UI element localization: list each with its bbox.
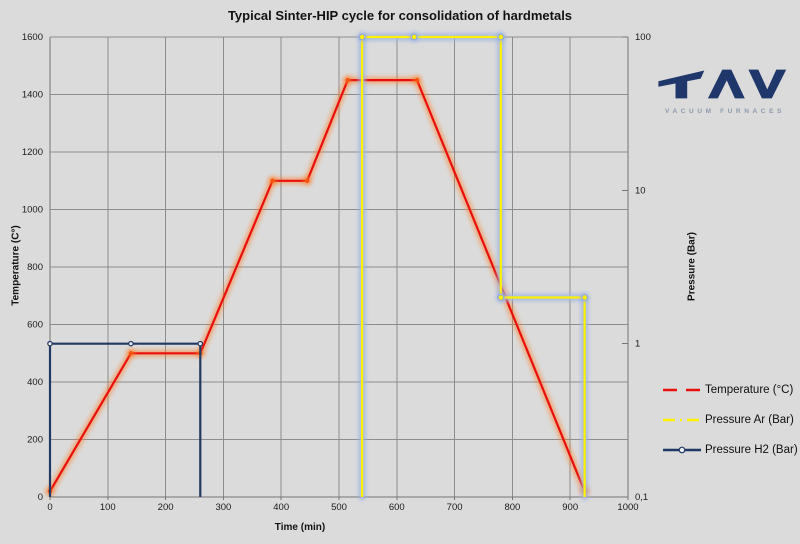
y-axis-temperature-title: Temperature (C°) bbox=[10, 225, 22, 306]
svg-text:400: 400 bbox=[27, 377, 43, 388]
svg-text:600: 600 bbox=[27, 320, 43, 331]
svg-text:800: 800 bbox=[27, 262, 43, 273]
series-pressure-h2-bar- bbox=[47, 340, 204, 497]
legend-label: Pressure Ar (Bar) bbox=[705, 414, 794, 426]
tick-labels: 0 100 200 300 400 500 600 700 800 900 1000 0 200 400 6… bbox=[22, 32, 651, 513]
svg-text:0: 0 bbox=[38, 492, 43, 503]
logo-subtitle: VACUUM FURNACES bbox=[665, 108, 785, 115]
legend-item: Pressure H2 (Bar) bbox=[660, 440, 798, 460]
tav-logo-mark bbox=[658, 69, 787, 99]
svg-text:1000: 1000 bbox=[22, 205, 43, 216]
svg-text:0: 0 bbox=[47, 502, 52, 513]
legend-key-dash-icon bbox=[663, 388, 701, 392]
svg-text:1: 1 bbox=[635, 339, 640, 350]
tav-logo: TAV VACUUM FURNACES bbox=[651, 66, 799, 115]
series-temperature-c- bbox=[45, 75, 590, 496]
svg-text:1200: 1200 bbox=[22, 147, 43, 158]
x-axis-time-title: Time (min) bbox=[274, 522, 326, 533]
legend-key-dash-dot-icon bbox=[663, 418, 701, 422]
svg-text:200: 200 bbox=[27, 435, 43, 446]
svg-text:1000: 1000 bbox=[617, 502, 638, 513]
svg-text:500: 500 bbox=[331, 502, 347, 513]
legend-item: Temperature (°C) bbox=[660, 380, 798, 400]
svg-text:10: 10 bbox=[635, 185, 646, 196]
svg-text:0,1: 0,1 bbox=[635, 492, 648, 503]
y-axis-pressure-title: Pressure (Bar) bbox=[686, 232, 698, 301]
svg-text:900: 900 bbox=[562, 502, 578, 513]
svg-text:600: 600 bbox=[389, 502, 405, 513]
legend-key-line-circle-icon bbox=[663, 446, 701, 454]
svg-text:200: 200 bbox=[158, 502, 174, 513]
legend-label: Pressure H2 (Bar) bbox=[705, 444, 798, 456]
svg-text:300: 300 bbox=[215, 502, 231, 513]
legend: Temperature (°C) Pressure Ar (Bar) Pressur… bbox=[660, 380, 798, 460]
axis-ticks bbox=[49, 36, 629, 500]
svg-text:800: 800 bbox=[504, 502, 520, 513]
series-pressure-ar-bar- bbox=[357, 32, 590, 501]
svg-text:100: 100 bbox=[100, 502, 116, 513]
legend-item: Pressure Ar (Bar) bbox=[660, 410, 798, 430]
svg-text:1400: 1400 bbox=[22, 90, 43, 101]
chart-title: Typical Sinter-HIP cycle for consolidati… bbox=[227, 8, 573, 23]
legend-label: Temperature (°C) bbox=[705, 384, 794, 396]
svg-text:700: 700 bbox=[447, 502, 463, 513]
svg-text:400: 400 bbox=[273, 502, 289, 513]
svg-text:1600: 1600 bbox=[22, 32, 43, 43]
gridlines bbox=[49, 36, 629, 498]
svg-text:100: 100 bbox=[635, 32, 651, 43]
